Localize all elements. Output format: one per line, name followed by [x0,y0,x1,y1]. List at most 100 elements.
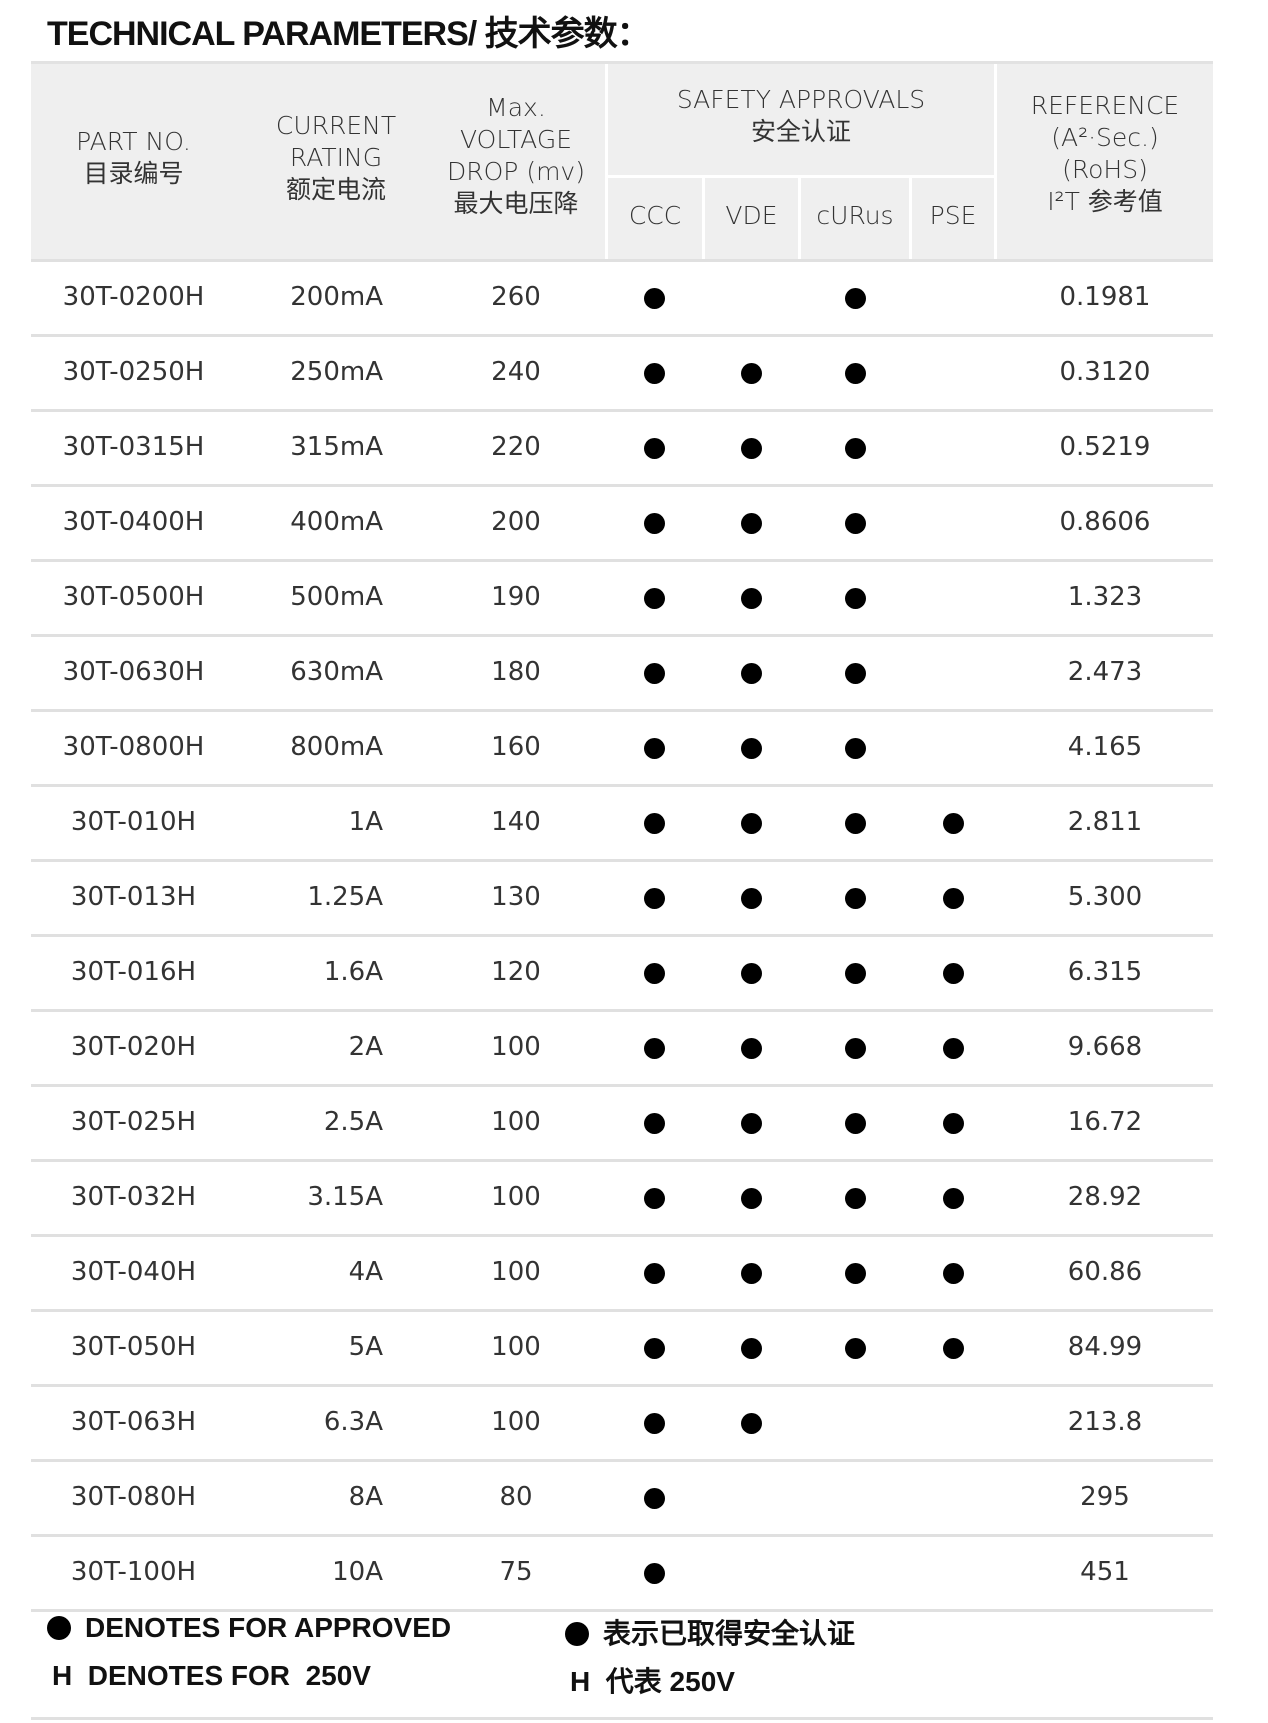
table-row: 30T-0200H 200mA 260 0.1981 [31,262,1213,337]
curus-approved-dot-icon [845,963,866,984]
current-rating: 200mA [290,282,383,312]
table-row: 30T-016H 1.6A 120 6.315 [31,937,1213,1012]
voltage-drop: 100 [491,1182,541,1212]
header-text: (A²·Sec.) [1051,123,1159,152]
ccc-approved-dot-icon [644,1338,665,1359]
pse-approved-dot-icon [943,1188,964,1209]
current-rating: 1A [348,807,383,837]
table-row: 30T-0630H 630mA 180 2.473 [31,637,1213,712]
pse-approved-dot-icon [943,963,964,984]
part-number: 30T-080H [70,1482,197,1512]
reference-i2t: 295 [1080,1482,1130,1512]
ccc-approved-dot-icon [644,1563,665,1584]
curus-approved-dot-icon [845,438,866,459]
current-rating: 630mA [290,657,383,687]
part-number: 30T-0315H [62,432,205,462]
table-row: 30T-010H 1A 140 2.811 [31,787,1213,862]
divider [909,175,912,259]
part-number: 30T-025H [70,1107,197,1137]
current-rating: 4A [348,1257,383,1287]
curus-approved-dot-icon [845,363,866,384]
table-row: 30T-013H 1.25A 130 5.300 [31,862,1213,937]
reference-i2t: 0.1981 [1059,282,1151,312]
current-rating: 1.25A [307,882,383,912]
voltage-drop: 100 [491,1257,541,1287]
table-row: 30T-0500H 500mA 190 1.323 [31,562,1213,637]
voltage-drop: 80 [499,1482,533,1512]
header-text: (RoHS) [1062,155,1148,184]
current-rating: 5A [348,1332,383,1362]
reference-i2t: 4.165 [1067,732,1143,762]
header-reference: REFERENCE (A²·Sec.) (RoHS) I²T 参考值 [997,90,1213,218]
part-number: 30T-020H [70,1032,197,1062]
header-text: DROP (mv) [447,157,585,186]
pse-approved-dot-icon [943,888,964,909]
part-number: 30T-063H [70,1407,197,1437]
ccc-approved-dot-icon [644,738,665,759]
curus-approved-dot-icon [845,1188,866,1209]
ccc-approved-dot-icon [644,438,665,459]
curus-approved-dot-icon [845,663,866,684]
table-row: 30T-020H 2A 100 9.668 [31,1012,1213,1087]
header-text: 额定电流 [285,175,386,204]
curus-approved-dot-icon [845,513,866,534]
curus-approved-dot-icon [845,288,866,309]
pse-approved-dot-icon [943,813,964,834]
reference-i2t: 0.5219 [1059,432,1151,462]
pse-approved-dot-icon [943,1263,964,1284]
part-number: 30T-040H [70,1257,197,1287]
header-text: REFERENCE [1030,91,1180,120]
curus-approved-dot-icon [845,813,866,834]
page-title: TECHNICAL PARAMETERS/ 技术参数： [47,15,651,53]
part-number: 30T-0500H [62,582,205,612]
curus-approved-dot-icon [845,888,866,909]
current-rating: 315mA [290,432,383,462]
voltage-drop: 100 [491,1332,541,1362]
ccc-approved-dot-icon [644,888,665,909]
divider [994,64,997,259]
vde-approved-dot-icon [741,738,762,759]
header-pse: PSE [929,201,977,230]
ccc-approved-dot-icon [644,288,665,309]
curus-approved-dot-icon [845,1263,866,1284]
pse-approved-dot-icon [943,1338,964,1359]
reference-i2t: 2.811 [1067,807,1143,837]
bullet-dot-icon [47,1616,71,1640]
header-text: CURRENT [275,111,397,140]
vde-approved-dot-icon [741,588,762,609]
current-rating: 8A [348,1482,383,1512]
header-text: Max. [486,93,546,122]
header-text: VOLTAGE [460,125,572,154]
ccc-approved-dot-icon [644,1488,665,1509]
ccc-approved-dot-icon [644,1413,665,1434]
reference-i2t: 60.86 [1067,1257,1143,1287]
vde-approved-dot-icon [741,813,762,834]
reference-i2t: 6.315 [1067,957,1143,987]
reference-i2t: 16.72 [1067,1107,1143,1137]
voltage-drop: 220 [491,432,541,462]
part-number: 30T-0630H [62,657,205,687]
ccc-approved-dot-icon [644,663,665,684]
reference-i2t: 28.92 [1067,1182,1143,1212]
vde-approved-dot-icon [741,438,762,459]
table-row: 30T-0400H 400mA 200 0.8606 [31,487,1213,562]
part-number: 30T-010H [70,807,197,837]
header-curus: cURus [816,201,894,230]
table-row: 30T-0250H 250mA 240 0.3120 [31,337,1213,412]
part-number: 30T-0250H [62,357,205,387]
ccc-approved-dot-icon [644,813,665,834]
reference-i2t: 2.473 [1067,657,1143,687]
current-rating: 10A [332,1557,383,1587]
legend-approved-en: DENOTES FOR APPROVED [47,1612,451,1644]
voltage-drop: 100 [491,1407,541,1437]
curus-approved-dot-icon [845,1338,866,1359]
pse-approved-dot-icon [943,1038,964,1059]
legend-approved-cn: 表示已取得安全认证 [565,1612,855,1652]
ccc-approved-dot-icon [644,363,665,384]
curus-approved-dot-icon [845,1113,866,1134]
vde-approved-dot-icon [741,1188,762,1209]
ccc-approved-dot-icon [644,1113,665,1134]
curus-approved-dot-icon [845,1038,866,1059]
voltage-drop: 180 [491,657,541,687]
current-rating: 3.15A [307,1182,383,1212]
